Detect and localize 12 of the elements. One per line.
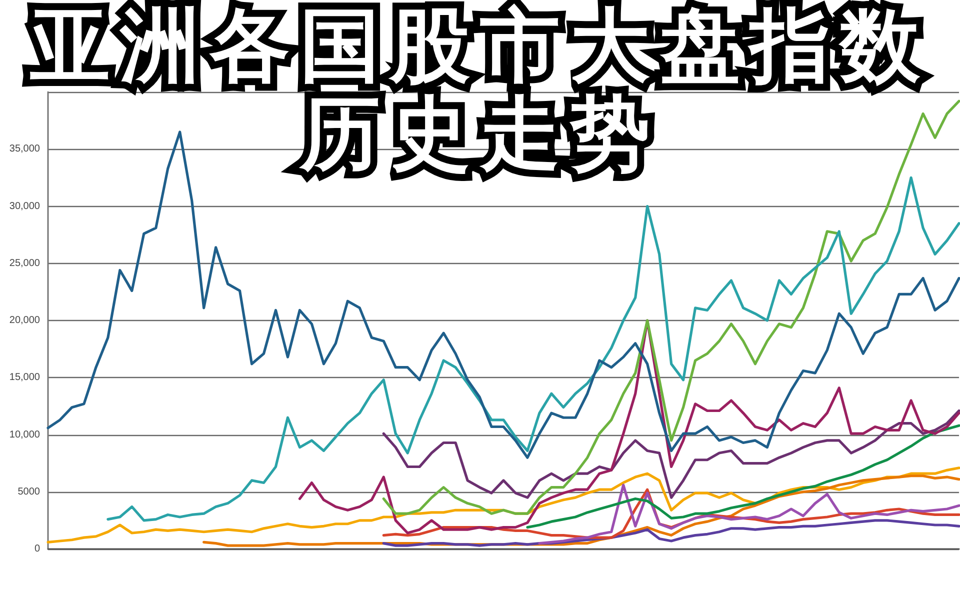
line-series: [538, 484, 960, 545]
y-tick-label: 0: [34, 544, 40, 554]
line-series: [382, 519, 960, 547]
y-tick-label: 20,000: [9, 315, 40, 326]
y-tick-label: 30,000: [9, 200, 40, 212]
y-tick-label: 15,000: [9, 372, 40, 384]
y-tick-label: 5000: [18, 486, 40, 498]
line-series: [526, 424, 960, 529]
y-tick-label: 25,000: [9, 258, 40, 269]
y-tick-label: 10,000: [9, 429, 40, 440]
line-series: [382, 409, 960, 499]
y-tick-label: 35,000: [9, 144, 40, 155]
